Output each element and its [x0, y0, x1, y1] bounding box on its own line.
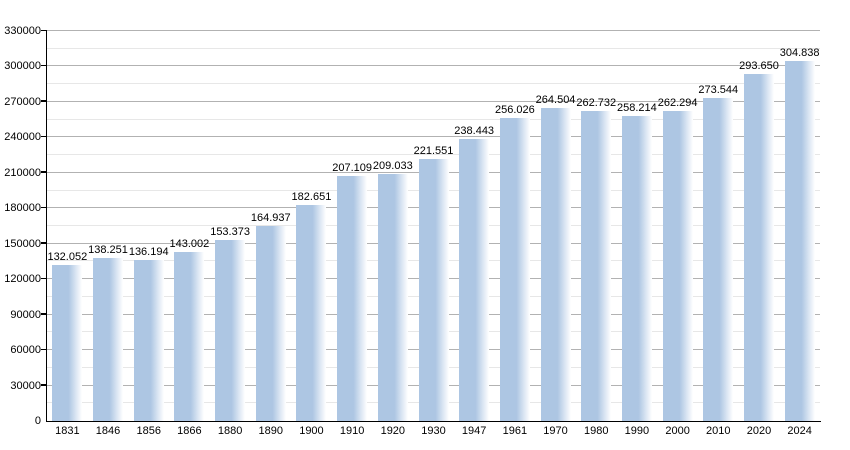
- y-axis-tick: [40, 277, 47, 280]
- bar-value-label: 256.026: [494, 104, 535, 117]
- bar-value-label: 238.443: [454, 125, 495, 138]
- bar-2024: [784, 60, 815, 421]
- bar-1961: [499, 118, 530, 421]
- bar-1856: [133, 260, 164, 421]
- x-axis-tick-label: 1900: [299, 425, 324, 437]
- y-axis-tick-label: 240000: [4, 131, 41, 144]
- y-axis-tick: [40, 171, 47, 173]
- y-axis-tick-label: 30000: [10, 379, 41, 392]
- gridline-minor: [47, 154, 820, 156]
- bar-1910: [337, 176, 368, 421]
- bar-1890: [255, 226, 286, 421]
- x-axis-tick-label: 2010: [706, 425, 731, 437]
- x-axis-tick-label: 1930: [421, 425, 446, 437]
- gridline-major: [47, 136, 820, 138]
- x-axis-tick-label: 1856: [136, 425, 161, 437]
- bar-2000: [662, 111, 693, 421]
- y-axis-tick: [40, 384, 47, 386]
- y-axis-tick-label: 150000: [4, 237, 41, 250]
- x-axis-tick-label: 1961: [502, 425, 528, 437]
- bar-value-label: 304.838: [779, 46, 820, 59]
- x-axis-tick-label: 1990: [624, 425, 650, 437]
- bar-1970: [540, 108, 571, 421]
- y-axis-tick-label: 300000: [4, 60, 41, 73]
- bar-1920: [377, 173, 408, 421]
- bar-value-label: 262.294: [657, 97, 698, 110]
- x-axis-tick-label: 1890: [258, 425, 283, 437]
- y-axis-tick-label: 0: [34, 415, 41, 427]
- y-axis-tick-label: 60000: [10, 344, 41, 357]
- bar-value-label: 293.650: [739, 59, 779, 72]
- x-axis-tick-label: 1866: [177, 425, 202, 437]
- y-axis-tick: [40, 206, 47, 209]
- gridline-major: [47, 100, 820, 102]
- bar-value-label: 209.033: [372, 159, 413, 172]
- gridline-minor: [47, 83, 820, 85]
- y-axis-tick: [40, 64, 47, 67]
- x-axis-tick-label: 1910: [339, 425, 365, 437]
- bar-value-label: 164.937: [250, 212, 291, 225]
- x-axis-tick-label: 1980: [583, 425, 609, 437]
- bar-value-label: 273.544: [698, 83, 739, 96]
- y-axis-tick: [40, 135, 47, 138]
- bar-value-label: 138.251: [88, 243, 128, 256]
- y-axis-tick-label: 330000: [4, 25, 41, 37]
- x-axis-tick-label: 2024: [787, 425, 812, 437]
- bar-2020: [743, 73, 774, 421]
- bar-1846: [93, 257, 124, 421]
- y-axis-tick: [40, 348, 47, 351]
- y-axis-tick-label: 270000: [4, 95, 41, 108]
- bar-value-label: 136.194: [128, 246, 169, 259]
- bar-value-label: 221.551: [413, 145, 454, 158]
- bar-1831: [52, 264, 83, 421]
- y-axis-tick-label: 90000: [10, 308, 41, 321]
- bar-1947: [459, 139, 490, 421]
- bar-value-label: 258.214: [617, 101, 657, 114]
- y-axis-tick: [40, 313, 47, 315]
- bar-value-label: 143.002: [169, 238, 210, 250]
- x-axis-tick-label: 1970: [543, 425, 568, 437]
- bar-value-label: 182.651: [291, 191, 332, 204]
- bar-1990: [621, 115, 652, 421]
- x-axis-tick-label: 1846: [95, 425, 121, 437]
- y-axis-line: [45, 31, 47, 422]
- bar-1880: [215, 239, 246, 421]
- x-axis-tick-label: 2020: [746, 425, 772, 437]
- bar-value-label: 264.504: [535, 94, 576, 107]
- x-axis-tick-label: 1947: [461, 425, 487, 437]
- x-axis-tick-label: 1920: [380, 425, 406, 437]
- bar-1900: [296, 205, 327, 421]
- bar-1866: [174, 252, 205, 421]
- gridline-major: [47, 65, 820, 67]
- x-axis-tick-label: 1880: [217, 425, 243, 437]
- y-axis-tick-label: 180000: [4, 202, 41, 215]
- bar-2010: [703, 97, 734, 421]
- x-axis-tick-label: 2000: [665, 425, 690, 437]
- bar-value-label: 207.109: [332, 162, 373, 175]
- y-axis-tick: [40, 29, 47, 31]
- plot-area: 132.052 138.251 136.194 143.002 153.373 164.9…: [40, 29, 820, 421]
- gridline-minor: [47, 47, 820, 49]
- bar-1980: [581, 110, 612, 421]
- x-axis-tick-label: 1831: [55, 425, 80, 437]
- y-axis-tick-label: 210000: [4, 166, 41, 179]
- y-axis-tick: [40, 242, 47, 244]
- gridline-minor: [47, 118, 820, 120]
- x-axis-line: [45, 420, 821, 422]
- bar-1930: [418, 159, 449, 421]
- bar-value-label: 153.373: [210, 225, 250, 238]
- bar-value-label: 132.052: [47, 250, 88, 263]
- bar-value-label: 262.732: [576, 96, 617, 109]
- y-axis-tick-label: 120000: [4, 273, 41, 286]
- y-axis-tick: [40, 100, 47, 102]
- gridline-major: [47, 30, 820, 31]
